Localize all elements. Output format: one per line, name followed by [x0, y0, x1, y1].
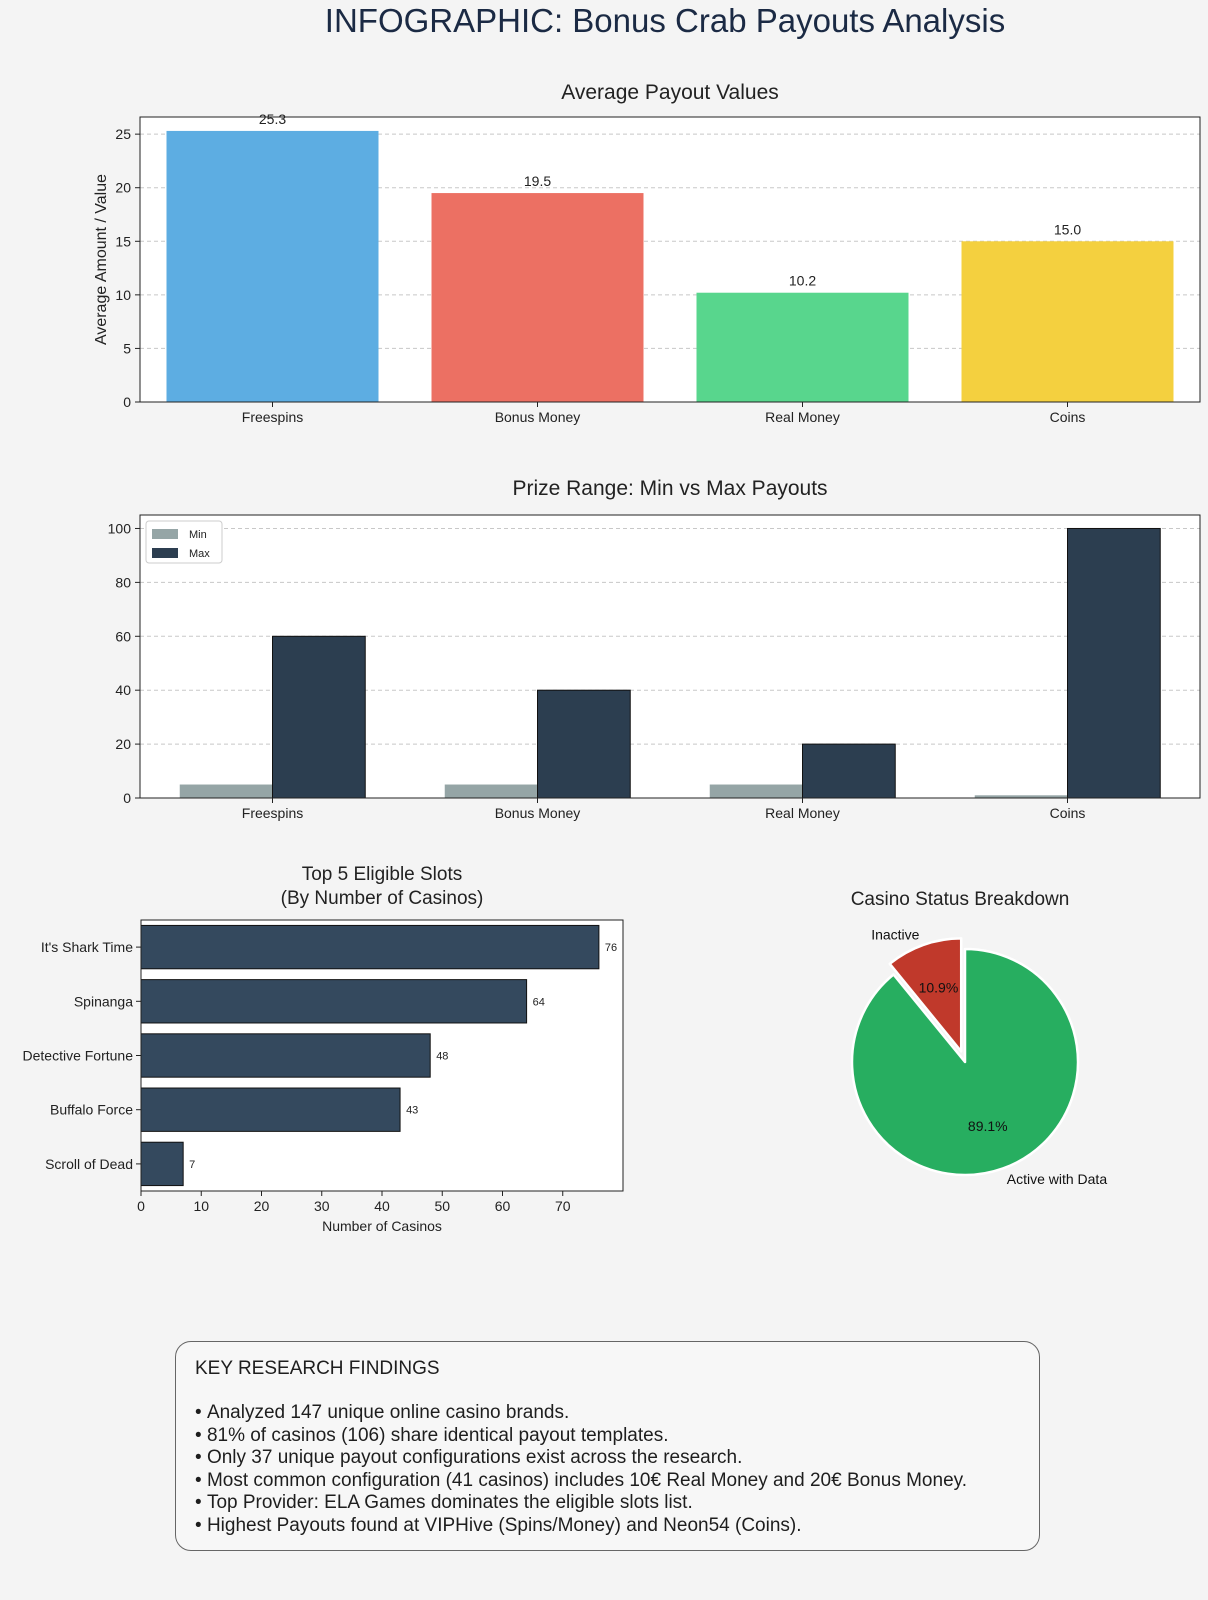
y-tick-label: 100 [108, 520, 132, 536]
legend-label: Min [189, 529, 207, 541]
legend-swatch [152, 548, 178, 558]
pie-label: Inactive [871, 926, 919, 942]
data-label: 19.5 [524, 173, 551, 189]
x-tick-label: Freespins [242, 409, 303, 425]
finding-item: Most common configuration (41 casinos) i… [195, 1470, 1020, 1493]
bar [140, 1141, 184, 1187]
bar-min [444, 784, 538, 798]
chart-title-line1: Top 5 Eligible Slots [302, 864, 463, 885]
x-tick-label: Freespins [242, 805, 303, 821]
bar [140, 979, 528, 1024]
data-label: 15.0 [1054, 221, 1081, 237]
x-tick-label: Real Money [765, 409, 840, 425]
y-tick-label: 25 [115, 126, 131, 142]
x-tick-label: 30 [314, 1198, 330, 1214]
bar-max [1067, 527, 1161, 799]
finding-item: 81% of casinos (106) share identical pay… [195, 1425, 1020, 1448]
chart-title-line2: (By Number of Casinos) [281, 888, 484, 909]
y-tick-label: 0 [123, 394, 131, 410]
bar-max [537, 689, 631, 799]
y-tick-label: 10 [115, 287, 131, 303]
x-tick-label: 60 [495, 1198, 511, 1214]
bar-min [709, 784, 803, 798]
finding-item: Top Provider: ELA Games dominates the el… [195, 1492, 1020, 1515]
y-tick-label: Scroll of Dead [45, 1156, 133, 1172]
x-tick-label: 20 [254, 1198, 270, 1214]
average-payout-chart: 0 5 10 15 20 25 25.3 Freespins 19.5 Bonus Money 10… [93, 81, 1201, 425]
bar [431, 193, 644, 402]
pie-slice [850, 947, 1080, 1177]
bar [166, 130, 379, 402]
data-label: 7 [189, 1159, 195, 1171]
x-tick-label: 50 [434, 1198, 450, 1214]
y-axis-label: Average Amount / Value [93, 174, 110, 345]
bar [140, 924, 600, 970]
bar-min [179, 784, 273, 798]
x-axis-label: Number of Casinos [322, 1218, 442, 1234]
bar [140, 1087, 401, 1132]
bar [696, 292, 909, 402]
key-findings-box: KEY RESEARCH FINDINGS Analyzed 147 uniqu… [175, 1341, 1040, 1551]
x-tick-label: Bonus Money [495, 409, 581, 425]
data-label: 76 [605, 942, 617, 954]
chart-title: Prize Range: Min vs Max Payouts [512, 477, 827, 500]
data-label: 10.2 [789, 273, 816, 289]
legend-label: Max [189, 548, 210, 560]
plot-frame [139, 116, 1201, 403]
x-tick-label: 70 [555, 1198, 571, 1214]
y-tick-label: 40 [115, 682, 131, 698]
data-label: 64 [533, 996, 545, 1008]
data-label: 25.3 [259, 111, 286, 127]
data-label: 43 [406, 1105, 418, 1117]
chart-title: Average Payout Values [561, 81, 779, 104]
casino-status-pie: Casino Status Breakdown 10.9% Inactive 89.1… [850, 889, 1108, 1187]
finding-item: Analyzed 147 unique online casino brands… [195, 1402, 1020, 1425]
pie-pct-label: 10.9% [919, 979, 959, 995]
bar-max [802, 743, 896, 799]
y-tick-label: 20 [115, 736, 131, 752]
finding-item: Only 37 unique payout configurations exi… [195, 1447, 1020, 1470]
page-title: INFOGRAPHIC: Bonus Crab Payouts Analysis [324, 2, 1006, 39]
findings-list: Analyzed 147 unique online casino brands… [195, 1402, 1020, 1537]
x-tick-label: Coins [1050, 409, 1086, 425]
top-slots-chart: 76 It's Shark Time 64 Spinanga 48 Detective F… [23, 864, 624, 1234]
chart-title: Casino Status Breakdown [851, 889, 1070, 910]
y-tick-label: Buffalo Force [50, 1102, 133, 1118]
y-tick-label: 60 [115, 628, 131, 644]
y-tick-label: 0 [123, 790, 131, 806]
y-tick-label: 15 [115, 233, 131, 249]
y-tick-label: 80 [115, 574, 131, 590]
x-tick-label: 10 [193, 1198, 209, 1214]
y-tick-label: Detective Fortune [23, 1048, 134, 1064]
x-tick-label: 40 [374, 1198, 390, 1214]
findings-heading: KEY RESEARCH FINDINGS [195, 1358, 440, 1379]
legend: Min Max [145, 520, 223, 564]
bar-max [272, 635, 366, 799]
finding-item: Highest Payouts found at VIPHive (Spins/… [195, 1515, 1020, 1538]
y-tick-label: 5 [123, 340, 131, 356]
plot-frame [139, 514, 1201, 799]
pie-slice [888, 937, 963, 1053]
x-tick-label: Coins [1050, 805, 1086, 821]
prize-range-chart: 0 20 40 60 80 100 Freespins Bonus Money Real Mon… [108, 477, 1201, 821]
y-tick-label: 20 [115, 180, 131, 196]
pie-pct-label: 89.1% [968, 1118, 1008, 1134]
bar-min [974, 795, 1068, 798]
x-tick-label: 0 [137, 1198, 145, 1214]
data-label: 48 [436, 1051, 448, 1063]
legend-swatch [152, 529, 178, 539]
x-tick-label: Real Money [765, 805, 840, 821]
x-tick-label: Bonus Money [495, 805, 581, 821]
plot-frame [140, 919, 624, 1192]
y-tick-label: Spinanga [74, 993, 133, 1009]
bar [961, 241, 1174, 402]
pie-label: Active with Data [1007, 1171, 1108, 1187]
y-tick-label: It's Shark Time [41, 939, 133, 955]
bar [140, 1033, 431, 1078]
